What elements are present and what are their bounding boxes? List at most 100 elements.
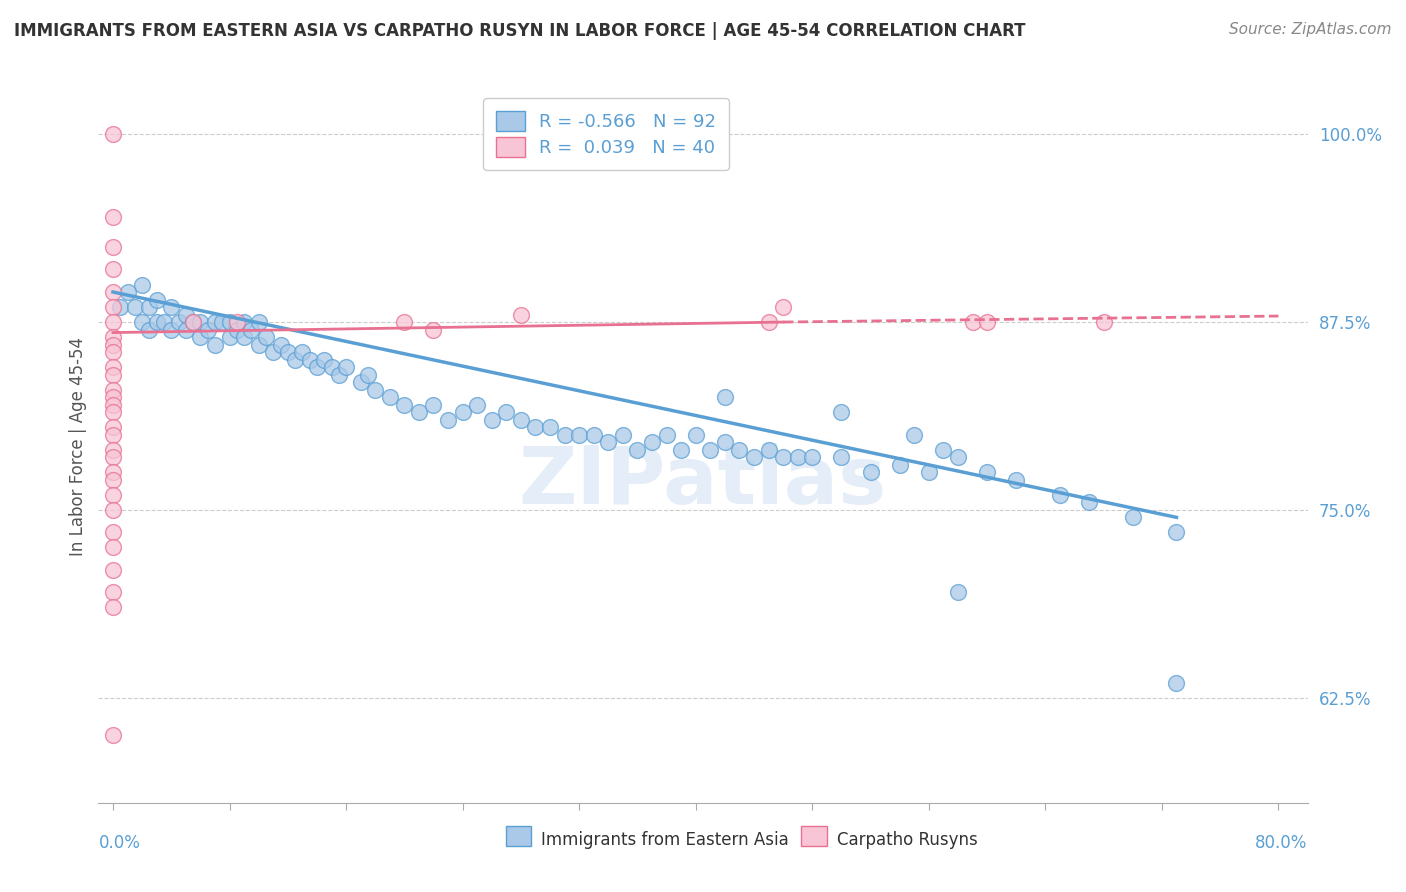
Point [101, 473, 124, 487]
Point [685, 427, 707, 442]
Point [181, 315, 204, 329]
Point [218, 315, 240, 329]
Point [364, 383, 387, 397]
Text: 80.0%: 80.0% [1256, 834, 1308, 852]
Point [270, 337, 292, 351]
Point [1166, 675, 1188, 690]
Point [197, 322, 219, 336]
Point [101, 368, 124, 382]
Point [408, 405, 430, 419]
Point [101, 488, 124, 502]
Point [830, 405, 852, 419]
Point [101, 503, 124, 517]
Point [167, 315, 190, 329]
Point [225, 322, 247, 336]
Text: ZIPatlas: ZIPatlas [519, 442, 887, 521]
Point [124, 300, 146, 314]
Point [101, 337, 124, 351]
Point [174, 308, 197, 322]
Point [451, 405, 474, 419]
Point [437, 413, 460, 427]
Point [131, 277, 153, 292]
Point [699, 442, 721, 457]
Point [101, 525, 124, 540]
Point [626, 442, 648, 457]
Point [772, 300, 794, 314]
Point [918, 465, 941, 479]
Point [101, 398, 124, 412]
Point [101, 600, 124, 615]
Point [742, 450, 765, 465]
Point [145, 315, 167, 329]
Text: IMMIGRANTS FROM EASTERN ASIA VS CARPATHO RUSYN IN LABOR FORCE | AGE 45-54 CORREL: IMMIGRANTS FROM EASTERN ASIA VS CARPATHO… [14, 22, 1025, 40]
Point [1049, 488, 1071, 502]
Point [174, 322, 197, 336]
Text: 0.0%: 0.0% [98, 834, 141, 852]
Point [117, 285, 139, 299]
Point [190, 315, 212, 329]
Point [247, 337, 270, 351]
Point [481, 413, 503, 427]
Point [1092, 315, 1115, 329]
Point [160, 322, 183, 336]
Point [976, 465, 998, 479]
Point [465, 398, 488, 412]
Point [101, 728, 124, 742]
Point [976, 315, 998, 329]
Point [110, 300, 132, 314]
Point [101, 383, 124, 397]
Point [582, 427, 605, 442]
Point [101, 285, 124, 299]
Point [728, 442, 751, 457]
Point [758, 442, 780, 457]
Point [714, 390, 737, 404]
Point [160, 300, 183, 314]
Point [291, 345, 314, 359]
Point [101, 405, 124, 419]
Point [211, 315, 233, 329]
Point [495, 405, 517, 419]
Point [145, 293, 167, 307]
Point [568, 427, 591, 442]
Point [101, 442, 124, 457]
Point [277, 345, 299, 359]
Point [801, 450, 824, 465]
Point [101, 300, 124, 314]
Point [669, 442, 692, 457]
Point [101, 240, 124, 254]
Point [101, 330, 124, 344]
Point [772, 450, 794, 465]
Point [509, 413, 531, 427]
Point [830, 450, 852, 465]
Point [284, 352, 307, 367]
Point [298, 352, 321, 367]
Point [101, 345, 124, 359]
Point [153, 315, 176, 329]
Point [101, 465, 124, 479]
Point [859, 465, 882, 479]
Point [641, 435, 664, 450]
Point [247, 315, 270, 329]
Point [758, 315, 780, 329]
Point [946, 450, 969, 465]
Point [538, 420, 561, 434]
Point [932, 442, 955, 457]
Point [101, 450, 124, 465]
Point [422, 398, 444, 412]
Point [225, 315, 247, 329]
Point [101, 128, 124, 142]
Point [240, 322, 263, 336]
Point [1166, 525, 1188, 540]
Point [101, 585, 124, 599]
Point [314, 352, 336, 367]
Point [101, 563, 124, 577]
Legend: R = -0.566   N = 92, R =  0.039   N = 40: R = -0.566 N = 92, R = 0.039 N = 40 [484, 98, 730, 169]
Point [233, 315, 256, 329]
Point [101, 262, 124, 277]
Point [138, 322, 160, 336]
Point [101, 390, 124, 404]
Point [321, 360, 343, 375]
Point [903, 427, 925, 442]
Point [204, 315, 226, 329]
Point [305, 360, 328, 375]
